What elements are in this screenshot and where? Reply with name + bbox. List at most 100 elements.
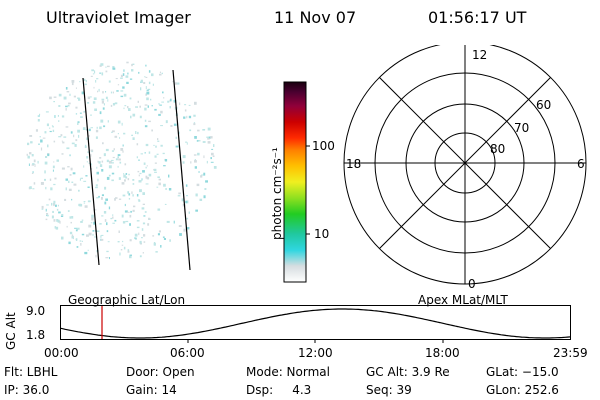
uv-dot — [124, 179, 126, 182]
uv-dot — [67, 104, 70, 107]
uv-dot — [145, 64, 147, 67]
uv-dot — [143, 234, 146, 237]
uv-dot — [111, 150, 114, 152]
uv-dot — [132, 179, 135, 181]
uv-dot — [71, 181, 74, 183]
uv-dot — [200, 175, 203, 178]
uv-dot — [88, 232, 92, 236]
uv-dot — [65, 87, 68, 90]
uv-dot — [37, 115, 40, 117]
uv-dot — [194, 166, 197, 169]
uv-dot — [127, 106, 129, 109]
uv-dot — [143, 162, 146, 165]
uv-dot — [103, 103, 105, 106]
uv-dot — [121, 182, 125, 185]
uv-dot — [169, 239, 171, 242]
uv-dot — [129, 223, 131, 226]
uv-dot — [120, 77, 123, 79]
uv-dot — [102, 142, 104, 145]
uv-dot — [53, 101, 55, 103]
uv-dot — [115, 78, 118, 80]
uv-dot — [195, 209, 198, 212]
uv-dot — [95, 254, 97, 258]
orbit-altitude-plot — [60, 305, 571, 343]
uv-dot — [52, 169, 54, 172]
uv-dot — [107, 99, 109, 102]
uv-dot — [101, 234, 104, 236]
uv-dot — [132, 183, 135, 185]
uv-dot — [148, 120, 151, 123]
uv-dot — [53, 200, 56, 204]
uv-dot — [173, 123, 177, 126]
uv-dot — [46, 213, 49, 215]
uv-dot — [104, 219, 107, 222]
uv-dot — [112, 103, 116, 106]
mlt-label-12: 12 — [472, 48, 487, 62]
uv-dot — [159, 73, 162, 76]
x-tick-0000: 00:00 — [44, 346, 79, 360]
uv-dot — [188, 211, 190, 214]
uv-dot — [118, 158, 121, 161]
uv-dot — [71, 234, 74, 237]
uv-dot — [120, 95, 124, 98]
uv-dot — [55, 204, 57, 207]
uv-dot — [155, 145, 157, 148]
uv-dot — [165, 120, 168, 124]
uv-dot — [184, 109, 187, 112]
uv-dot — [109, 257, 110, 260]
uv-dot — [111, 159, 114, 162]
uv-dot — [107, 120, 109, 123]
uv-dot — [70, 131, 73, 134]
uv-dot — [93, 101, 95, 104]
uv-dot — [42, 137, 46, 139]
uv-dot — [97, 160, 99, 163]
uv-dot — [134, 237, 137, 240]
uv-dot — [73, 183, 77, 186]
uv-dot — [106, 250, 109, 253]
gc-alt-info: GC Alt: 3.9 Re — [366, 365, 450, 379]
uv-dot — [137, 199, 140, 201]
uv-dot — [61, 115, 65, 118]
uv-dot — [88, 224, 92, 228]
uv-dot — [160, 125, 163, 127]
uv-dot — [104, 186, 107, 190]
uv-dot — [138, 174, 140, 177]
uv-dot — [106, 230, 109, 233]
uv-dot — [193, 114, 196, 117]
uv-dot — [37, 119, 40, 122]
uv-dot — [124, 210, 128, 213]
uv-dot — [114, 219, 117, 222]
uv-dot — [137, 100, 139, 103]
uv-dot — [105, 257, 109, 259]
uv-dot — [197, 152, 200, 156]
uv-dot — [130, 115, 132, 119]
uv-dot — [153, 168, 157, 171]
uv-dot — [102, 107, 105, 110]
uv-dot — [40, 147, 43, 151]
uv-dot — [144, 107, 147, 111]
mode-info: Mode: Normal — [246, 365, 330, 379]
uv-dot — [123, 173, 125, 175]
uv-dot — [186, 195, 188, 197]
uv-dot — [128, 173, 130, 176]
uv-dot — [124, 105, 127, 107]
uv-dot — [125, 176, 128, 179]
uv-dot — [193, 122, 196, 124]
uv-dot — [81, 233, 85, 236]
uv-dot — [185, 184, 188, 187]
uv-dot — [79, 178, 81, 181]
uv-dot — [147, 105, 149, 108]
uv-dot — [100, 235, 102, 238]
uv-dot — [128, 108, 131, 111]
uv-dot — [101, 72, 104, 76]
uv-dot — [183, 116, 186, 119]
uv-dot — [112, 66, 115, 69]
uv-dot — [117, 120, 121, 124]
uv-dot — [84, 205, 88, 208]
uv-dot — [194, 136, 197, 139]
uv-dot — [168, 188, 172, 191]
uv-dot — [61, 140, 63, 142]
uv-dot — [30, 187, 32, 189]
uv-dot — [153, 242, 156, 245]
uv-dot — [49, 127, 51, 129]
